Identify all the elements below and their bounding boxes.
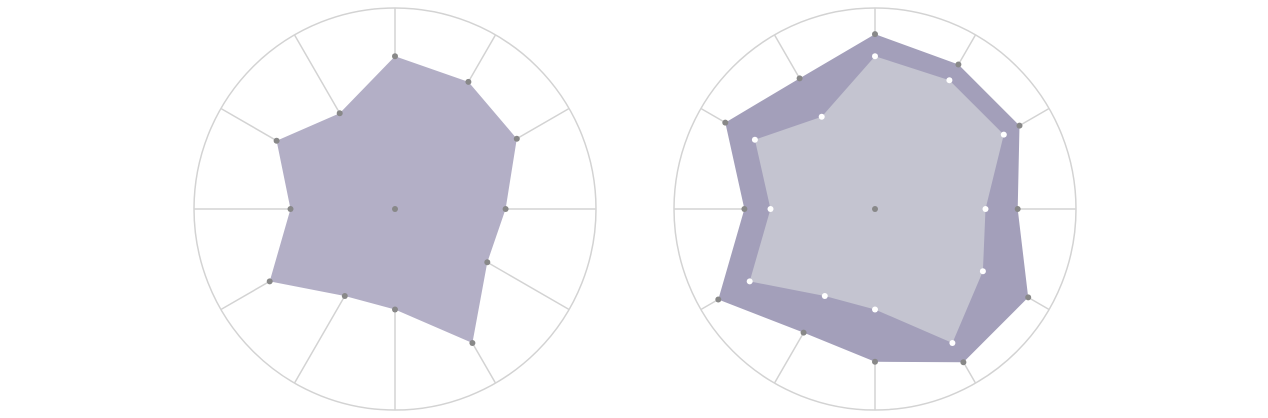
center-dot (392, 206, 398, 212)
series-0-point-9 (287, 206, 294, 212)
series-0-point-11 (336, 110, 343, 117)
series-0-point-6 (872, 358, 878, 365)
series-1-point-10 (751, 136, 758, 143)
series-0-point-3 (1014, 206, 1021, 212)
radar-chart-comparison (673, 7, 1077, 411)
series-0-point-9 (741, 206, 748, 212)
series-1-point-0 (872, 53, 878, 60)
series-0-point-5 (960, 359, 967, 366)
series-0-area (269, 56, 517, 343)
series-0-point-4 (484, 259, 491, 266)
series-0-point-5 (469, 340, 476, 346)
series-0-point-8 (715, 296, 722, 303)
series-1-point-11 (818, 113, 825, 120)
series-1-point-2 (1000, 131, 1007, 138)
series-1-point-4 (979, 268, 986, 275)
series-0-point-2 (1016, 122, 1023, 129)
series-0-point-2 (513, 135, 520, 142)
series-1-point-6 (872, 306, 878, 313)
series-0-point-10 (273, 137, 280, 144)
series-0-point-1 (465, 78, 472, 85)
series-0-point-0 (872, 31, 878, 38)
series-0-point-10 (722, 119, 729, 126)
series-1-area (749, 56, 1004, 343)
series-1-point-9 (767, 206, 774, 212)
series-0-point-4 (1025, 294, 1032, 301)
series-1-point-8 (746, 278, 753, 285)
series-1-point-1 (946, 77, 953, 84)
series-0-point-0 (392, 53, 398, 60)
series-0-point-8 (266, 278, 273, 285)
series-0-point-3 (502, 206, 509, 212)
series-0-point-7 (800, 329, 807, 336)
series-0-point-7 (341, 293, 348, 299)
series-1-point-3 (982, 206, 989, 212)
series-0-point-11 (796, 75, 803, 82)
radar-chart-single (193, 7, 597, 411)
series-1-point-7 (821, 293, 828, 299)
center-dot (872, 206, 878, 212)
series-0-point-6 (392, 306, 398, 313)
series-0-point-1 (955, 61, 962, 68)
series-1-point-5 (949, 340, 956, 346)
